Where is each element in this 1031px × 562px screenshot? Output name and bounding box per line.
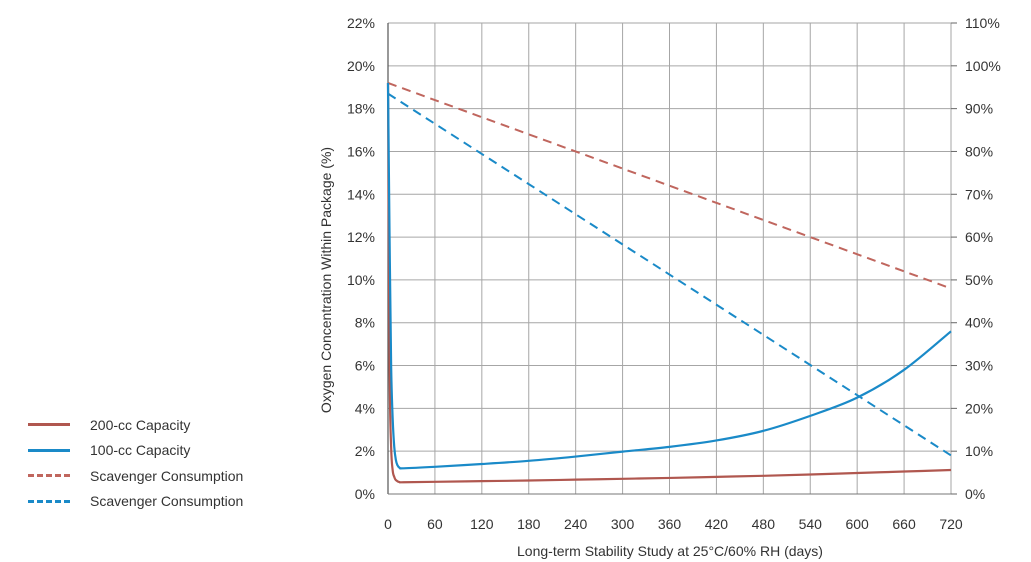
series-line (387, 92, 952, 457)
y-left-tick-label: 8% (355, 315, 375, 331)
legend-item: Scavenger Consumption (28, 489, 243, 515)
x-tick-label: 0 (384, 516, 392, 532)
y-left-tick-label: 2% (355, 443, 375, 459)
x-tick-label: 600 (845, 516, 869, 532)
y-right-tick-label: 90% (965, 101, 993, 117)
series-line (386, 82, 952, 484)
legend-item: 100-cc Capacity (28, 438, 243, 464)
legend-swatch (28, 448, 70, 452)
y-right-tick-label: 110% (965, 15, 1000, 31)
x-tick-label: 480 (752, 516, 776, 532)
x-tick-label: 60 (427, 516, 443, 532)
x-tick-label: 540 (799, 516, 823, 532)
y-left-tick-label: 4% (355, 400, 375, 416)
y-left-tick-label: 10% (347, 272, 375, 288)
y-left-tick-label: 16% (347, 143, 375, 159)
legend-swatch (28, 499, 70, 503)
y-right-tick-label: 20% (965, 400, 993, 416)
y-right-tick-label: 50% (965, 272, 993, 288)
y-right-tick-label: 10% (965, 443, 993, 459)
y-left-tick-label: 12% (347, 229, 375, 245)
legend-label: Scavenger Consumption (90, 467, 244, 484)
legend-swatch (28, 474, 70, 478)
x-tick-label: 420 (705, 516, 729, 532)
y-right-tick-label: 60% (965, 229, 993, 245)
grid (387, 22, 957, 495)
x-axis-ticks: 0 60 120 180 240 300 360 420 480 540 600 660 720 (384, 516, 963, 532)
series-layer (386, 82, 952, 484)
legend-label: 100-cc Capacity (90, 442, 191, 459)
y-right-tick-label: 30% (965, 358, 993, 374)
legend-item: 200-cc Capacity (28, 412, 243, 438)
y-right-axis-ticks: 0% 10% 20% 30% 40% 50% 60% 70% 80% 90% 100% 110% (965, 15, 1001, 502)
x-tick-label: 720 (939, 516, 963, 532)
x-axis-title: Long-term Stability Study at 25°C/60% RH… (517, 543, 823, 559)
x-tick-label: 180 (517, 516, 541, 532)
legend-label: 200-cc Capacity (90, 416, 191, 433)
x-tick-label: 660 (892, 516, 916, 532)
y-left-tick-label: 20% (347, 58, 375, 74)
legend-label: Scavenger Consumption (90, 493, 244, 510)
y-axis-title: Oxygen Concentration Within Package (%) (318, 147, 334, 413)
y-left-tick-label: 14% (347, 186, 375, 202)
x-tick-label: 300 (611, 516, 635, 532)
series-line (386, 82, 952, 470)
legend: 200-cc Capacity 100-cc Capacity Scavenge… (28, 412, 243, 514)
y-right-tick-label: 0% (965, 486, 985, 502)
series-line (387, 82, 952, 290)
y-right-tick-label: 40% (965, 315, 993, 331)
y-right-tick-label: 70% (965, 186, 993, 202)
y-left-tick-label: 22% (347, 15, 375, 31)
y-right-tick-label: 100% (965, 58, 1001, 74)
y-left-axis-ticks: 0% 2% 4% 6% 8% 10% 12% 14% 16% 18% 20% 22% (347, 15, 375, 502)
legend-item: Scavenger Consumption (28, 463, 243, 489)
x-tick-label: 120 (470, 516, 494, 532)
x-tick-label: 240 (564, 516, 588, 532)
y-left-tick-label: 0% (355, 486, 375, 502)
y-right-tick-label: 80% (965, 143, 993, 159)
y-left-tick-label: 6% (355, 358, 375, 374)
x-tick-label: 360 (658, 516, 682, 532)
y-left-tick-label: 18% (347, 101, 375, 117)
legend-swatch (28, 423, 70, 427)
